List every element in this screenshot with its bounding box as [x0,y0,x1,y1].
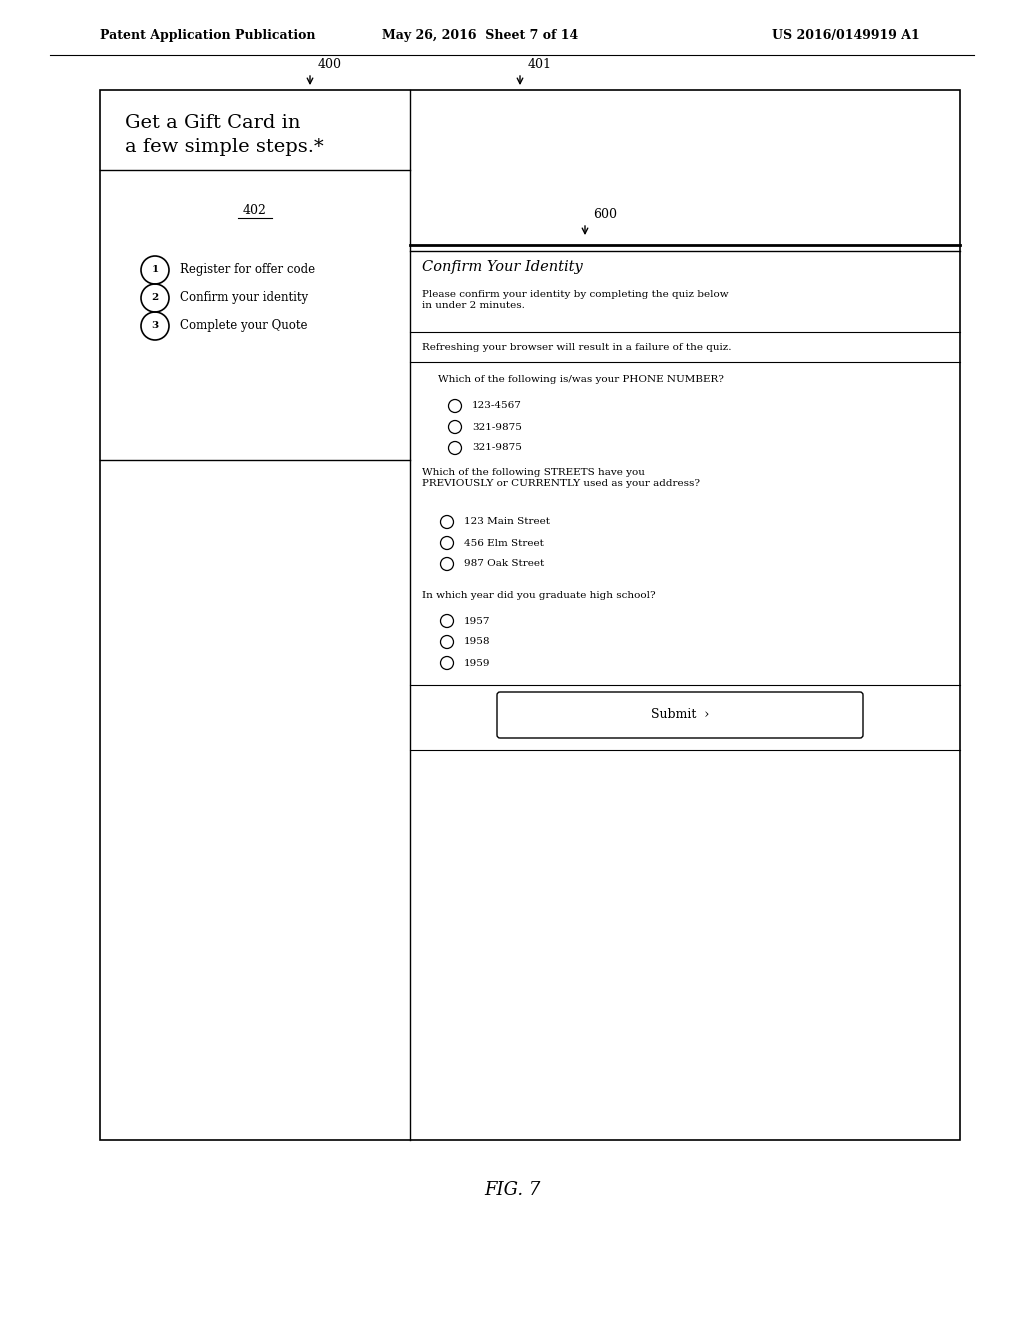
Text: In which year did you graduate high school?: In which year did you graduate high scho… [422,590,655,599]
Text: 1959: 1959 [464,659,490,668]
Text: 1: 1 [152,265,159,275]
Bar [100,90,961,1140]
Text: 400: 400 [318,58,342,71]
Text: Complete your Quote: Complete your Quote [180,319,307,333]
Text: Confirm Your Identity: Confirm Your Identity [422,260,583,275]
Text: 3: 3 [152,322,159,330]
Text: Confirm your identity: Confirm your identity [180,292,308,305]
Text: 123-4567: 123-4567 [472,401,522,411]
Text: Get a Gift Card in
a few simple steps.*: Get a Gift Card in a few simple steps.* [125,115,324,156]
Text: FIG. 7: FIG. 7 [483,1181,541,1199]
Text: 401: 401 [528,58,552,71]
Text: 987 Oak Street: 987 Oak Street [464,560,544,569]
Text: 321-9875: 321-9875 [472,422,522,432]
Text: 2: 2 [152,293,159,302]
Text: 402: 402 [243,203,267,216]
Text: 1958: 1958 [464,638,490,647]
Text: Which of the following is/was your PHONE NUMBER?: Which of the following is/was your PHONE… [438,375,724,384]
Text: 1957: 1957 [464,616,490,626]
Text: Refreshing your browser will result in a failure of the quiz.: Refreshing your browser will result in a… [422,342,731,351]
Text: May 26, 2016  Sheet 7 of 14: May 26, 2016 Sheet 7 of 14 [382,29,579,41]
Text: US 2016/0149919 A1: US 2016/0149919 A1 [772,29,920,41]
Text: Please confirm your identity by completing the quiz below
in under 2 minutes.: Please confirm your identity by completi… [422,289,729,310]
FancyBboxPatch shape [497,692,863,738]
Text: Submit  ›: Submit › [651,709,710,722]
Text: 123 Main Street: 123 Main Street [464,517,550,527]
Text: Register for offer code: Register for offer code [180,264,315,276]
Text: 456 Elm Street: 456 Elm Street [464,539,544,548]
Text: 600: 600 [593,209,617,222]
Text: Patent Application Publication: Patent Application Publication [100,29,315,41]
Text: 321-9875: 321-9875 [472,444,522,453]
Text: Which of the following STREETS have you
PREVIOUSLY or CURRENTLY used as your add: Which of the following STREETS have you … [422,467,700,488]
